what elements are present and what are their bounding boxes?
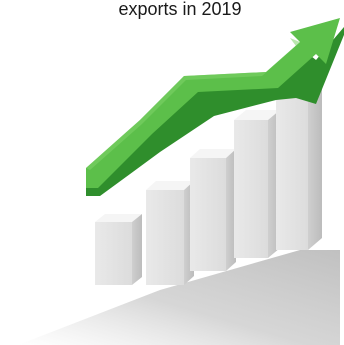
bar-1 xyxy=(95,214,142,285)
bar-2 xyxy=(146,181,194,285)
bar-4 xyxy=(234,110,280,258)
bar-5 xyxy=(276,84,322,250)
rising-arrow-icon xyxy=(86,18,344,196)
floor-shadow xyxy=(18,250,340,345)
bars xyxy=(95,84,322,285)
caption-text: exports in 2019 xyxy=(118,0,242,19)
bar-3 xyxy=(190,149,236,271)
